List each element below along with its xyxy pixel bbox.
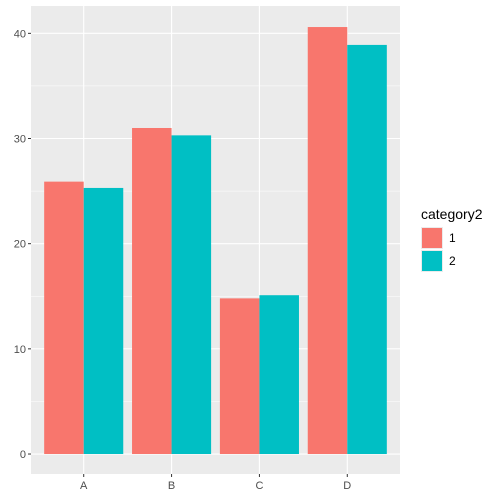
legend-key [422,228,442,248]
y-axis: 0 10 20 30 40 [14,28,31,461]
bar [259,295,299,455]
legend: category2 1 2 [421,206,483,272]
bar [347,44,387,455]
y-tick-label: 40 [14,28,26,40]
bar [132,127,172,455]
legend-label: 2 [449,254,456,268]
x-tick-label: D [343,480,351,492]
y-tick-label: 10 [14,344,26,356]
bar [219,298,260,455]
x-axis: A B C D [80,474,351,492]
x-tick-label: C [255,480,263,492]
y-tick-label: 20 [14,239,26,251]
bars [44,27,387,455]
legend-title: category2 [421,206,483,222]
x-tick-label: A [80,480,88,492]
bar [307,27,348,455]
bar [44,181,84,455]
bar [171,135,212,455]
bar [83,187,124,455]
x-tick-label: B [168,480,175,492]
legend-label: 1 [449,231,456,245]
y-tick-label: 0 [20,449,26,461]
y-tick-label: 30 [14,134,26,146]
legend-key [422,251,442,271]
